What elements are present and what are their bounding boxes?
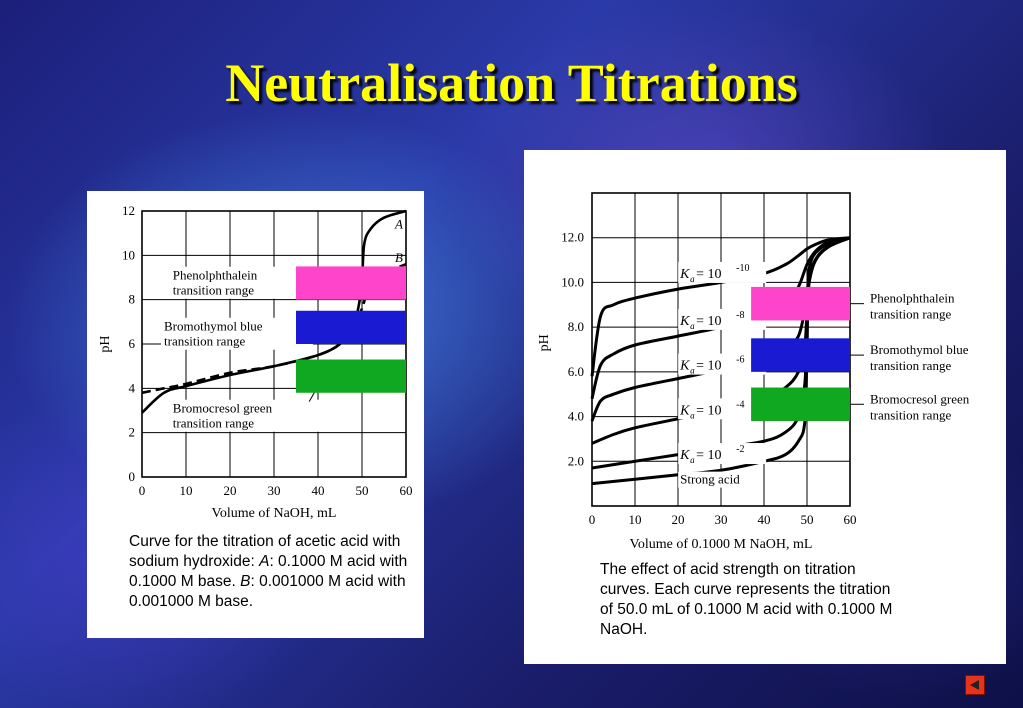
annotation-label: Bromothymol blue — [870, 342, 969, 357]
caption-part: Curve for the titration of acetic acid w… — [129, 533, 401, 570]
series-label-sub: a — [690, 410, 695, 420]
annotation-label: Phenolphthalein — [173, 268, 258, 283]
series-line — [141, 262, 407, 395]
annotation-label: transition range — [870, 307, 951, 322]
x-tick-label: 50 — [356, 483, 369, 498]
x-axis-label: Volume of 0.1000 M NaOH, mL — [630, 537, 813, 552]
x-tick-label: 60 — [844, 512, 857, 527]
acid-strength-chart-panel: 0 10 20 30 40 50 60 2.0 4.0 6.0 8.0 10.0 12.0 Volume … — [524, 150, 1006, 664]
annotation-label: transition range — [173, 283, 254, 298]
series-label-sup: -2 — [736, 444, 744, 455]
acid-strength-chart-caption: The effect of acid strength on titration… — [600, 561, 893, 638]
x-tick-label: 0 — [589, 512, 596, 527]
y-tick-label: 0 — [129, 469, 136, 484]
x-tick-label: 10 — [629, 512, 642, 527]
series-label-backdrop — [678, 308, 767, 330]
acetic-acid-chart-panel: 0 10 20 30 40 50 60 0 2 4 6 8 10 12 Volume of NaOH, mL… — [87, 191, 424, 638]
series-label: B — [395, 250, 403, 265]
annotation-label: Bromocresol green — [870, 391, 970, 406]
y-tick-label: 8 — [129, 292, 136, 307]
series-label-eq: = 10 — [696, 314, 721, 329]
y-axis-label: pH — [98, 335, 113, 352]
series-label-sub: a — [690, 321, 695, 331]
y-tick-label: 12.0 — [561, 230, 584, 245]
series-label-backdrop — [678, 398, 767, 420]
annotation-label: transition range — [870, 407, 951, 422]
annotation-backdrop — [169, 399, 322, 432]
x-axis-label: Volume of NaOH, mL — [212, 506, 337, 521]
series-label-backdrop — [678, 261, 767, 283]
acetic-acid-titration-chart: 0 10 20 30 40 50 60 0 2 4 6 8 10 12 Volume of NaOH, mL… — [98, 203, 413, 521]
series-label-k: K — [679, 359, 690, 374]
annotation-label: transition range — [173, 416, 254, 431]
indicator-band — [751, 387, 850, 422]
y-tick-label: 10.0 — [561, 274, 584, 289]
caption-series-a: A — [259, 553, 270, 570]
y-tick-label: 8.0 — [568, 319, 584, 334]
series-label-eq: = 10 — [696, 267, 721, 282]
series-label-k: K — [679, 314, 690, 329]
y-tick-label: 6 — [129, 336, 136, 351]
x-tick-label: 20 — [224, 483, 237, 498]
annotation-label: Bromocresol green — [173, 401, 273, 416]
series-label-sub: a — [690, 274, 695, 284]
indicator-band — [296, 310, 406, 344]
annotation-label: Phenolphthalein — [870, 291, 955, 306]
indicator-band — [751, 286, 850, 321]
x-tick-label: 40 — [758, 512, 771, 527]
indicator-band — [296, 266, 406, 300]
y-tick-label: 10 — [122, 247, 135, 262]
annotation-backdrop — [161, 317, 313, 350]
x-tick-label: 20 — [672, 512, 685, 527]
series-label-sup: -10 — [736, 263, 749, 274]
series-label-backdrop — [678, 443, 767, 465]
series-label-sub: a — [690, 455, 695, 465]
y-tick-label: 2.0 — [568, 453, 584, 468]
x-tick-label: 40 — [312, 483, 325, 498]
series-label-sup: -4 — [736, 399, 744, 410]
series-label-sup: -8 — [736, 310, 744, 321]
series-label-backdrop — [678, 353, 767, 375]
y-tick-label: 4.0 — [568, 409, 584, 424]
y-axis-label: pH — [537, 334, 552, 351]
acid-strength-titration-chart: 0 10 20 30 40 50 60 2.0 4.0 6.0 8.0 10.0 12.0 Volume … — [537, 192, 970, 552]
caption-part: : 0.1000 M acid with 0.1000 M base. — [129, 553, 408, 590]
series-label-eq: = 10 — [696, 403, 721, 418]
caption-part: : 0.001000 M acid with 0.001000 M base. — [129, 573, 406, 610]
x-tick-label: 50 — [801, 512, 814, 527]
series-label-backdrop — [678, 471, 761, 488]
previous-slide-button[interactable] — [965, 675, 985, 695]
indicator-band — [751, 338, 850, 372]
series-label-k: K — [679, 403, 690, 418]
annotation-label: Bromothymol blue — [164, 319, 263, 334]
series-label-k: K — [679, 267, 690, 282]
acetic-acid-chart-caption: Curve for the titration of acetic acid w… — [129, 532, 421, 612]
series-label-eq: = 10 — [696, 448, 721, 463]
annotation-label: transition range — [870, 358, 951, 373]
series-label: A — [394, 217, 403, 232]
x-tick-label: 0 — [139, 483, 146, 498]
series-label: Strong acid — [680, 472, 740, 487]
x-tick-label: 30 — [715, 512, 728, 527]
series-label-sup: -6 — [736, 355, 744, 366]
y-tick-label: 2 — [129, 425, 136, 440]
slide-title: Neutralisation Titrations — [225, 53, 798, 113]
x-tick-label: 60 — [400, 483, 413, 498]
y-tick-label: 4 — [129, 380, 136, 395]
caption-series-b: B — [240, 573, 251, 590]
indicator-band — [296, 359, 406, 393]
x-tick-label: 10 — [180, 483, 193, 498]
arrow-left-icon — [970, 680, 979, 690]
y-tick-label: 12 — [122, 203, 135, 218]
series-label-sub: a — [690, 366, 695, 376]
x-tick-label: 30 — [268, 483, 281, 498]
series-label-eq: = 10 — [696, 359, 721, 374]
y-tick-label: 6.0 — [568, 364, 584, 379]
annotation-label: transition range — [164, 334, 245, 349]
series-label-k: K — [679, 448, 690, 463]
